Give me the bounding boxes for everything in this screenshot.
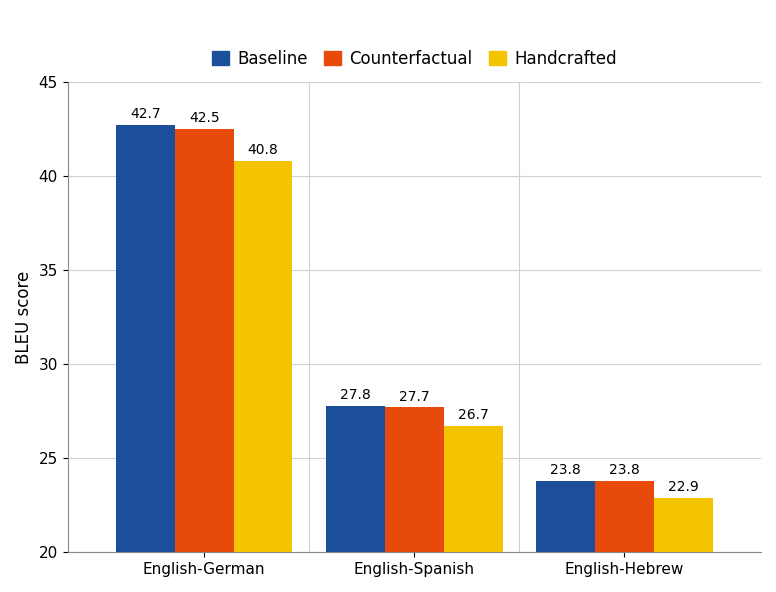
Text: 23.8: 23.8	[609, 463, 639, 477]
Y-axis label: BLEU score: BLEU score	[15, 271, 33, 363]
Bar	[116, 125, 175, 552]
Bar	[326, 406, 385, 552]
Bar	[536, 481, 595, 552]
Bar	[385, 407, 444, 552]
Text: 27.7: 27.7	[399, 390, 430, 404]
Text: 22.9: 22.9	[668, 480, 698, 494]
Bar	[234, 161, 293, 552]
Bar	[175, 129, 234, 552]
Text: 26.7: 26.7	[458, 408, 489, 423]
Text: 27.8: 27.8	[340, 388, 371, 402]
Text: 42.5: 42.5	[189, 111, 220, 125]
Text: 23.8: 23.8	[550, 463, 581, 477]
Bar	[444, 426, 503, 552]
Text: 40.8: 40.8	[248, 143, 279, 157]
Legend: Baseline, Counterfactual, Handcrafted: Baseline, Counterfactual, Handcrafted	[206, 43, 623, 75]
Bar	[654, 498, 712, 552]
Text: 42.7: 42.7	[130, 107, 161, 121]
Bar	[595, 481, 654, 552]
